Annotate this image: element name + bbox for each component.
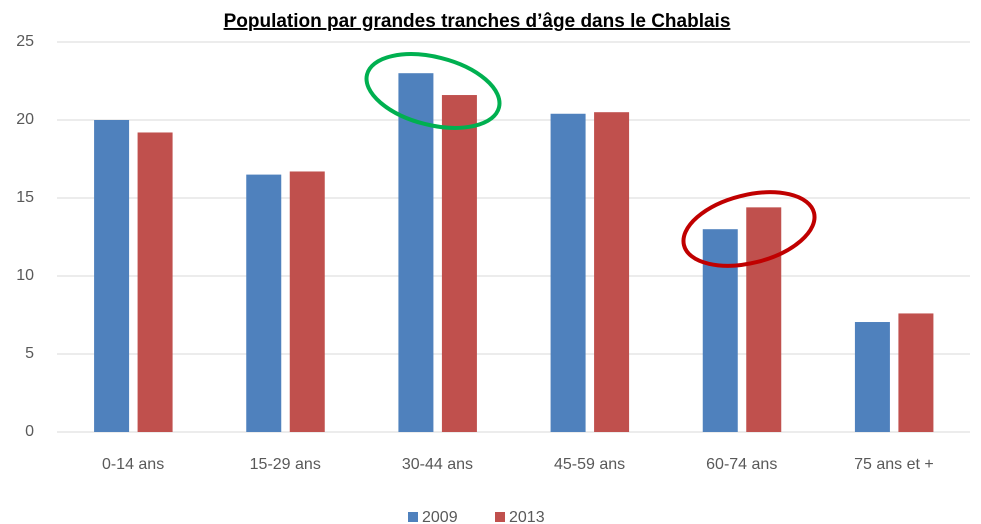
legend-label: 2009 [422, 509, 458, 524]
chart-title: Population par grandes tranches d’âge da… [224, 11, 731, 32]
bar [441, 95, 477, 432]
x-tick-label: 15-29 ans [250, 456, 321, 473]
bar [854, 322, 890, 432]
x-tick-label: 30-44 ans [402, 456, 473, 473]
y-tick-label: 5 [25, 345, 34, 362]
bar [594, 112, 630, 432]
bar [289, 171, 325, 433]
bar [702, 229, 738, 432]
x-tick-label: 60-74 ans [706, 456, 777, 473]
x-tick-label: 75 ans et + [854, 456, 934, 473]
legend-swatch [495, 512, 505, 522]
legend-swatch [408, 512, 418, 522]
bar [94, 120, 130, 432]
plot-area: 0 5 10 15 20 25 0-14 ans 15-29 ans 30-44 ans 45-5… [16, 33, 970, 524]
bar [550, 113, 586, 432]
bar [246, 174, 282, 432]
y-tick-label: 20 [16, 111, 34, 128]
bar [137, 132, 173, 433]
y-tick-label: 15 [16, 189, 34, 206]
y-tick-label: 0 [25, 423, 34, 440]
x-tick-label: 0-14 ans [102, 456, 164, 473]
highlight-ellipse [681, 190, 817, 268]
y-tick-label: 10 [16, 267, 34, 284]
y-tick-label: 25 [16, 33, 34, 50]
bar [398, 73, 434, 432]
highlight-ellipse [364, 52, 502, 130]
legend-label: 2013 [509, 509, 545, 524]
bar [746, 207, 782, 432]
bar [898, 313, 934, 432]
x-tick-label: 45-59 ans [554, 456, 625, 473]
